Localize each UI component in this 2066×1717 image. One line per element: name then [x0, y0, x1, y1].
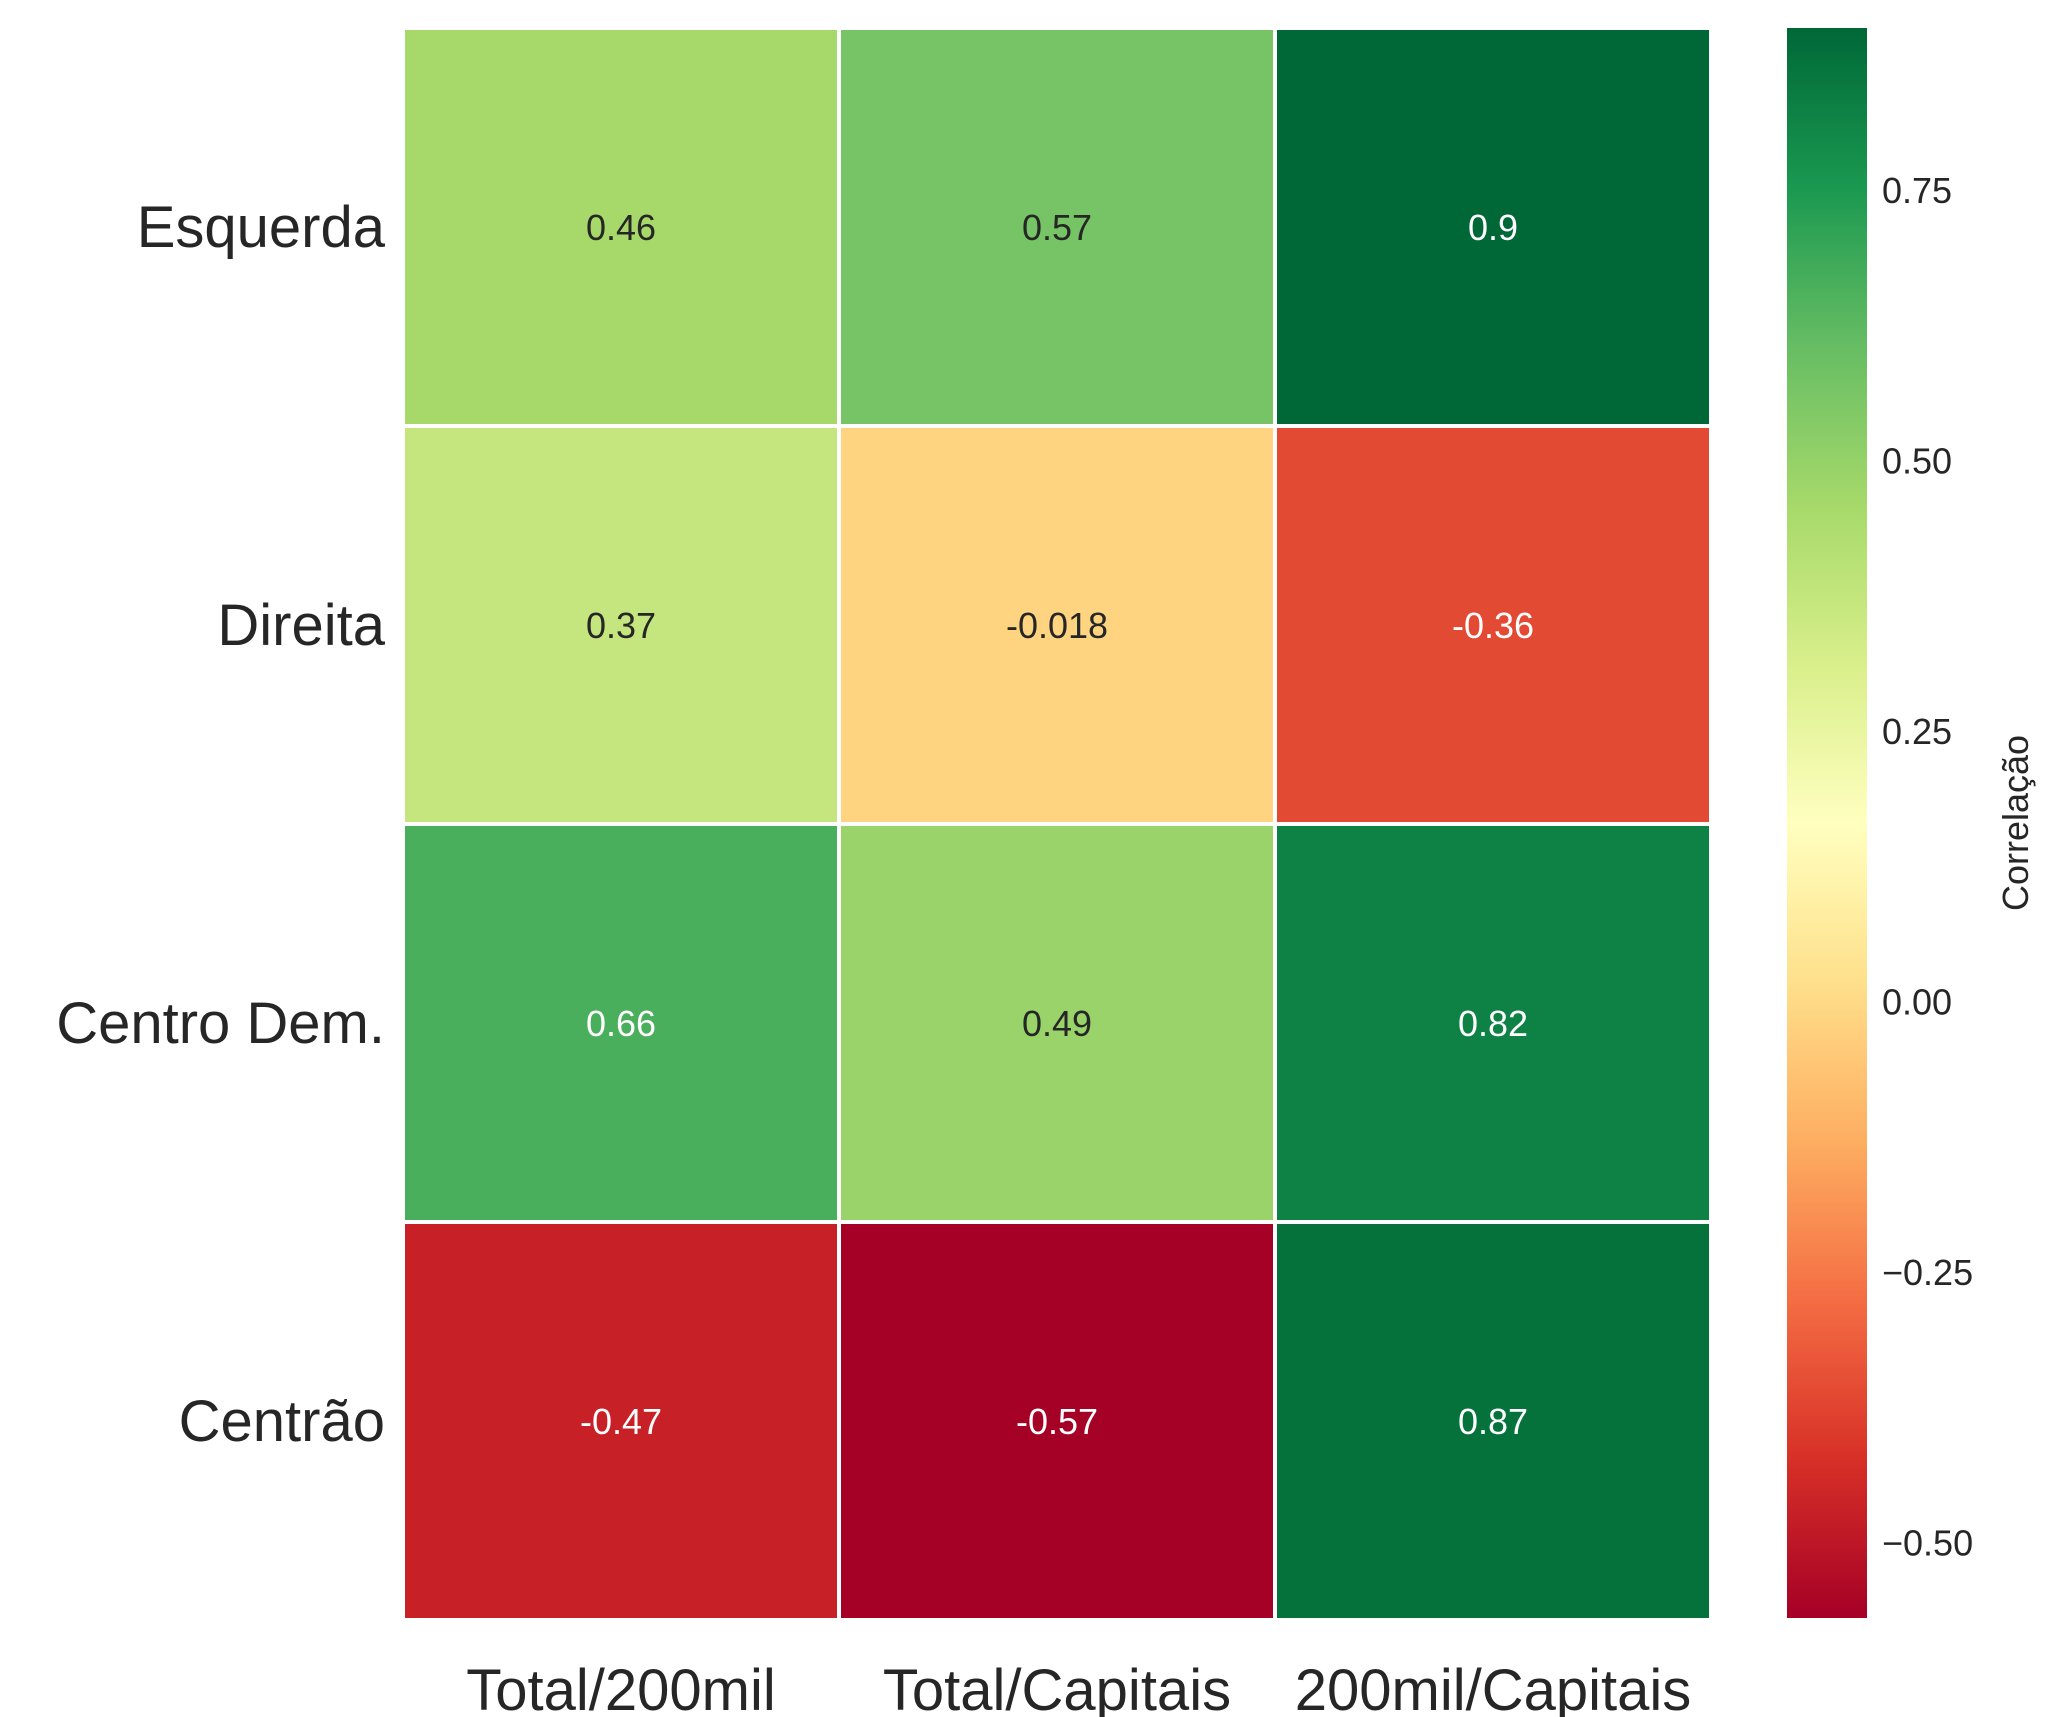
- y-tick-label: Direita: [217, 593, 385, 658]
- cell-annotation: -0.018: [1006, 605, 1108, 646]
- heatmap-cell: [837, 26, 1277, 428]
- cell-annotation: 0.46: [586, 207, 656, 248]
- cell-annotation: 0.49: [1022, 1003, 1092, 1044]
- colorbar: −0.50 −0.25 0.00 0.25 0.50 0.75 Correlação: [1787, 28, 2036, 1618]
- colorbar-tick-label: 0.50: [1882, 441, 1952, 482]
- cell-annotation: 0.37: [586, 605, 656, 646]
- y-tick-label: Centrão: [179, 1389, 385, 1454]
- cell-annotation: -0.57: [1016, 1401, 1098, 1442]
- heatmap-cell: [1273, 424, 1713, 826]
- colorbar-tick-label: −0.50: [1882, 1522, 1973, 1563]
- y-tick-label: Centro Dem.: [56, 991, 385, 1056]
- heatmap-cell: [401, 1220, 841, 1622]
- heatmap-cell: [837, 822, 1277, 1224]
- heatmap-cell: [1273, 1220, 1713, 1622]
- heatmap-annotations: 0.46 0.57 0.9 0.37 -0.018 -0.36 0.66 0.49 0.82 -0…: [580, 207, 1534, 1442]
- y-tick-label: Esquerda: [137, 195, 386, 260]
- x-tick-label: Total/Capitais: [883, 1658, 1231, 1717]
- colorbar-ticks: −0.50 −0.25 0.00 0.25 0.50 0.75: [1882, 170, 1973, 1563]
- heatmap-cell: [1273, 26, 1713, 428]
- cell-annotation: 0.82: [1458, 1003, 1528, 1044]
- x-axis-labels: Total/200mil Total/Capitais 200mil/Capitai…: [466, 1658, 1691, 1717]
- cell-annotation: 0.9: [1468, 207, 1518, 248]
- cell-annotation: -0.47: [580, 1401, 662, 1442]
- x-tick-label: 200mil/Capitais: [1295, 1658, 1692, 1717]
- cell-annotation: 0.66: [586, 1003, 656, 1044]
- colorbar-tick-label: 0.75: [1882, 170, 1952, 211]
- heatmap-cells: [401, 26, 1713, 1622]
- cell-annotation: 0.57: [1022, 207, 1092, 248]
- colorbar-tick-label: −0.25: [1882, 1252, 1973, 1293]
- heatmap-cell: [837, 424, 1277, 826]
- y-axis-labels: Esquerda Direita Centro Dem. Centrão: [56, 195, 386, 1454]
- cell-annotation: -0.36: [1452, 605, 1534, 646]
- x-tick-label: Total/200mil: [466, 1658, 775, 1717]
- heatmap-cell: [401, 424, 841, 826]
- colorbar-gradient: [1787, 28, 1867, 1618]
- colorbar-tick-label: 0.25: [1882, 711, 1952, 752]
- heatmap-cell: [401, 26, 841, 428]
- colorbar-label: Correlação: [1995, 735, 2036, 911]
- cell-annotation: 0.87: [1458, 1401, 1528, 1442]
- colorbar-tick-label: 0.00: [1882, 981, 1952, 1022]
